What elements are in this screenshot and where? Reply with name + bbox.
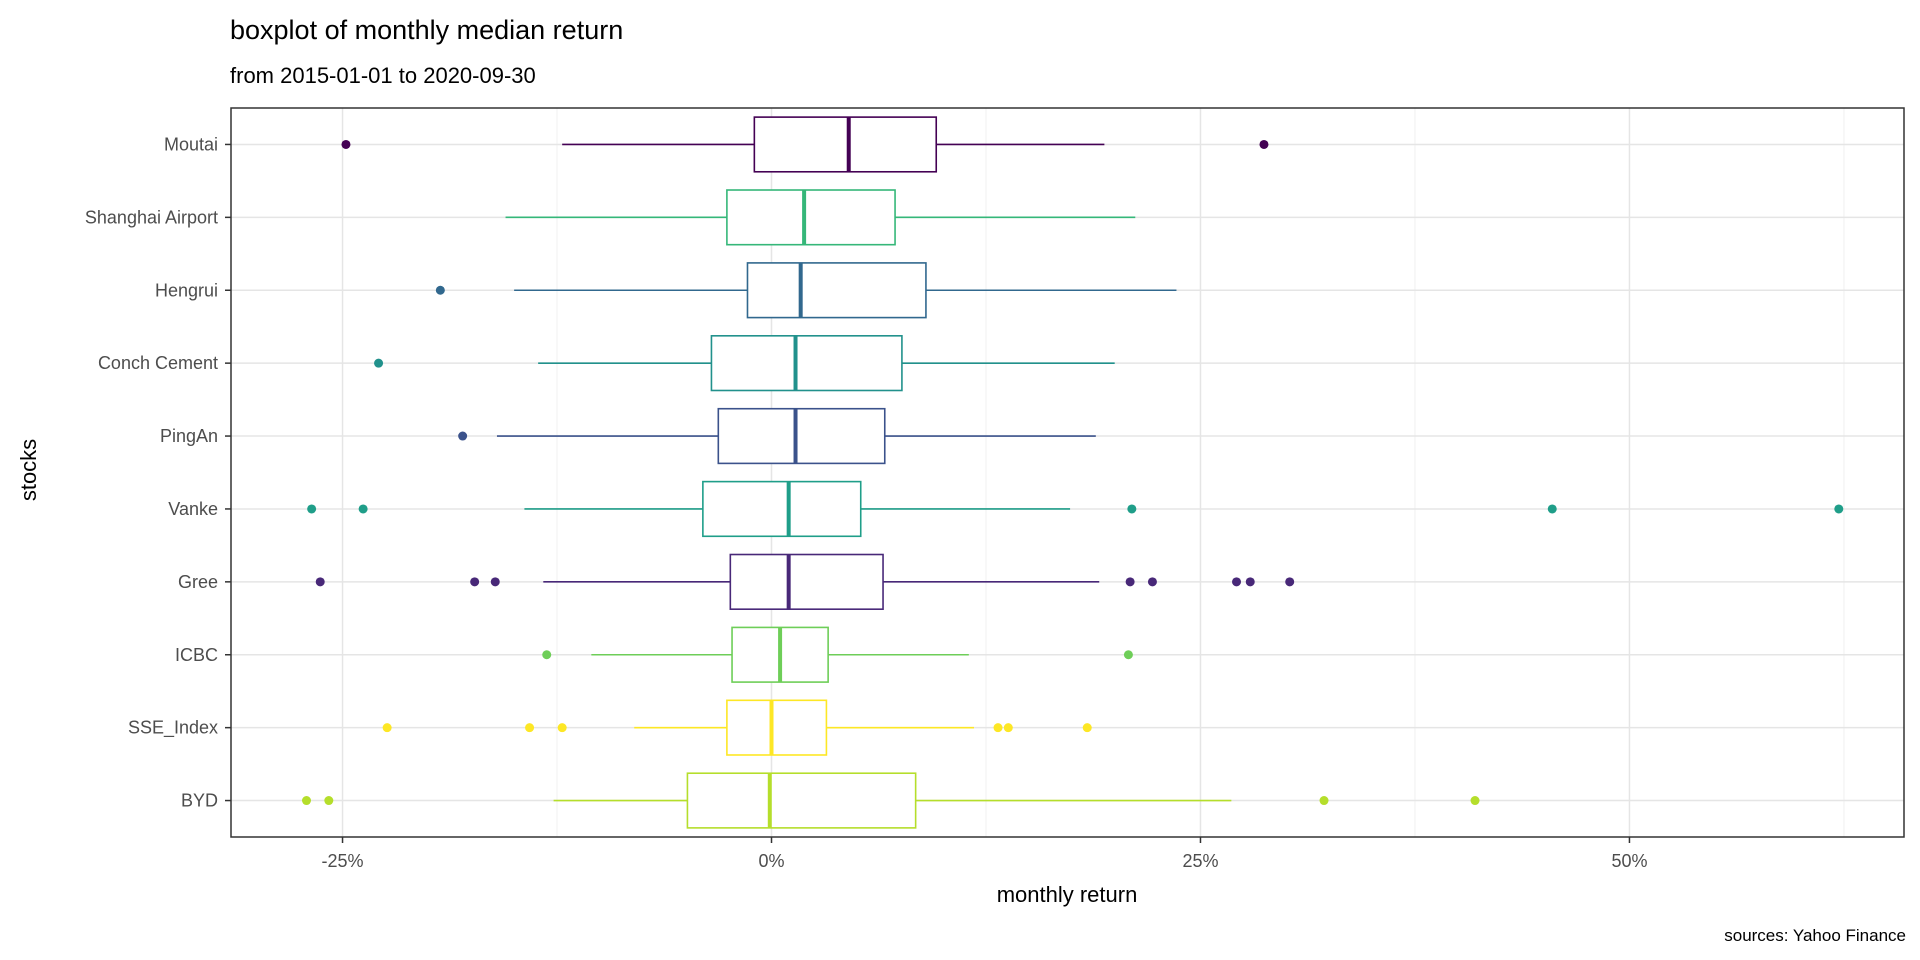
chart-title: boxplot of monthly median return bbox=[230, 15, 623, 45]
box bbox=[686, 772, 917, 829]
box bbox=[702, 480, 862, 538]
plot-panel: Moutai Shanghai Airport Hengrui Conch Cemen… bbox=[85, 107, 1905, 871]
y-tick-label: PingAn bbox=[160, 426, 218, 446]
y-tick-label: Vanke bbox=[168, 499, 218, 519]
x-tick-label: 50% bbox=[1611, 851, 1647, 871]
box bbox=[729, 553, 884, 610]
outlier-point bbox=[1245, 577, 1255, 587]
outlier-point bbox=[993, 723, 1003, 733]
chart-caption: sources: Yahoo Finance bbox=[1724, 926, 1906, 945]
outlier-point bbox=[324, 796, 334, 806]
outlier-point bbox=[490, 577, 500, 587]
outlier-point bbox=[542, 650, 552, 660]
outlier-point bbox=[1082, 723, 1092, 733]
box bbox=[753, 116, 938, 173]
x-tick-label: 0% bbox=[758, 851, 784, 871]
outlier-point bbox=[1123, 650, 1133, 660]
outlier-point bbox=[1127, 504, 1137, 514]
outlier-point bbox=[1834, 504, 1844, 514]
outlier-point bbox=[1147, 577, 1157, 587]
y-tick-label: SSE_Index bbox=[128, 718, 218, 739]
outlier-point bbox=[341, 139, 351, 149]
outlier-point bbox=[1125, 577, 1135, 587]
outlier-point bbox=[1319, 796, 1329, 806]
y-tick-label: Shanghai Airport bbox=[85, 207, 218, 227]
box bbox=[710, 335, 903, 392]
outlier-point bbox=[435, 285, 445, 295]
outlier-point bbox=[315, 577, 325, 587]
box bbox=[717, 407, 886, 465]
box bbox=[726, 699, 828, 756]
outlier-point bbox=[1003, 723, 1013, 733]
outlier-point bbox=[374, 358, 384, 368]
panel-border bbox=[230, 107, 1905, 838]
outlier-point bbox=[1285, 577, 1295, 587]
outlier-point bbox=[470, 577, 480, 587]
y-tick-label: ICBC bbox=[175, 645, 218, 665]
outlier-point bbox=[1259, 139, 1269, 149]
y-tick-label: BYD bbox=[181, 791, 218, 811]
y-axis-title: stocks bbox=[16, 439, 41, 501]
y-tick-label: Moutai bbox=[164, 134, 218, 154]
chart-subtitle: from 2015-01-01 to 2020-09-30 bbox=[230, 63, 536, 88]
outlier-point bbox=[458, 431, 468, 441]
y-tick-label: Gree bbox=[178, 572, 218, 592]
outlier-point bbox=[358, 504, 368, 514]
outlier-point bbox=[1547, 504, 1557, 514]
y-tick-label: Hengrui bbox=[155, 280, 218, 300]
box bbox=[746, 262, 927, 319]
x-tick-label: -25% bbox=[322, 851, 364, 871]
outlier-point bbox=[382, 723, 392, 733]
x-axis-title: monthly return bbox=[997, 882, 1138, 907]
outlier-point bbox=[1470, 796, 1480, 806]
box bbox=[726, 189, 896, 246]
outlier-point bbox=[557, 723, 567, 733]
outlier-point bbox=[307, 504, 317, 514]
outlier-point bbox=[525, 723, 535, 733]
outlier-point bbox=[301, 796, 311, 806]
x-tick-label: 25% bbox=[1182, 851, 1218, 871]
y-tick-label: Conch Cement bbox=[98, 353, 218, 373]
outlier-point bbox=[1232, 577, 1242, 587]
